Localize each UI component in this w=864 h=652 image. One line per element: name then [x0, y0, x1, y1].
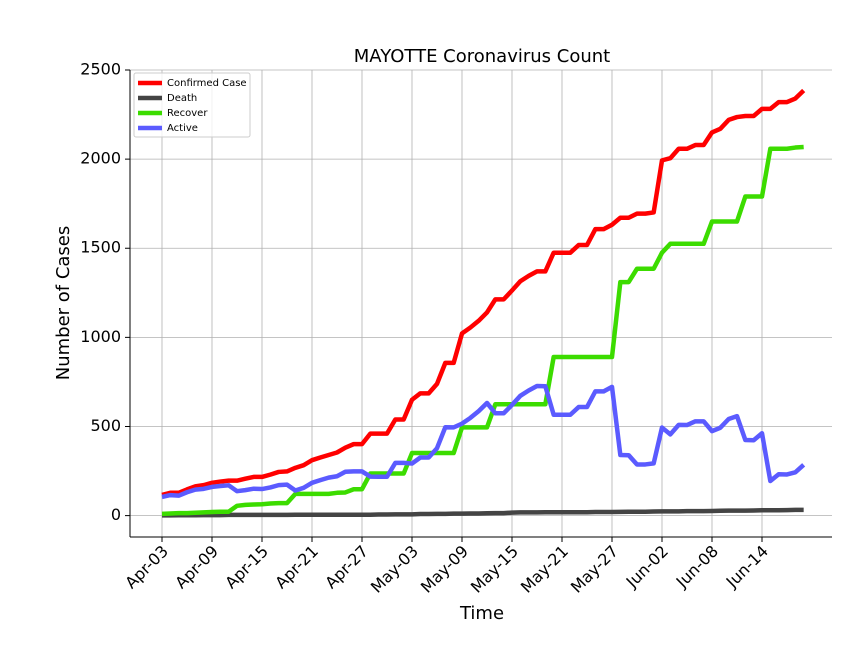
y-tick-label: 500	[90, 416, 121, 435]
legend-box	[133, 72, 251, 138]
y-tick-label: 2000	[80, 149, 121, 168]
x-tick-label: Apr-15	[221, 542, 272, 593]
legend-label: Recover	[167, 108, 208, 119]
y-tick-label: 1000	[80, 327, 121, 346]
chart-title: MAYOTTE Coronavirus Count	[354, 46, 610, 67]
y-tick-label: 1500	[80, 238, 121, 257]
x-tick-label: May-21	[517, 542, 572, 597]
x-tick-label: Apr-27	[321, 542, 372, 593]
x-tick-label: May-03	[367, 542, 422, 597]
y-axis-label: Number of Cases	[53, 226, 74, 381]
series-line	[161, 88, 806, 498]
series-line	[162, 507, 804, 518]
x-tick-label: Jun-14	[722, 542, 772, 592]
x-tick-label: Jun-08	[672, 542, 722, 592]
x-tick-label: May-09	[417, 542, 472, 597]
x-tick-label: Jun-02	[622, 542, 672, 592]
x-tick-label: Apr-03	[121, 542, 172, 593]
legend-label: Death	[167, 93, 197, 104]
legend-label: Active	[167, 123, 198, 134]
y-tick-label: 0	[111, 505, 121, 524]
x-axis-label: Time	[459, 603, 504, 624]
x-tick-label: May-15	[467, 542, 522, 597]
series-line	[161, 383, 806, 500]
series-line	[161, 144, 804, 517]
legend: Confirmed Case Death Recover Active	[133, 72, 251, 138]
x-tick-label: Apr-21	[271, 542, 322, 593]
y-tick-label: 2500	[80, 60, 121, 79]
x-tick-label: Apr-09	[171, 542, 222, 593]
x-tick-label: May-27	[567, 542, 622, 597]
legend-label: Confirmed Case	[167, 78, 247, 89]
